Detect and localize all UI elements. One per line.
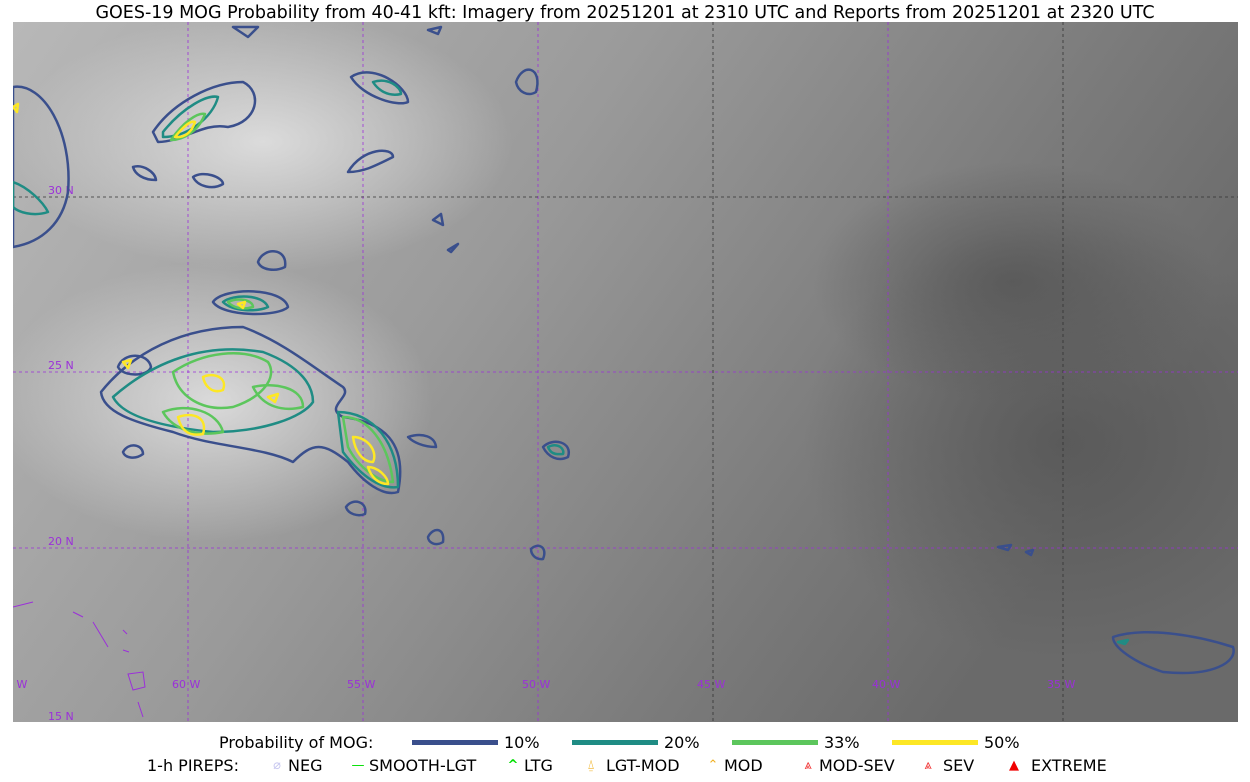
legend-label: SMOOTH-LGT: [369, 756, 477, 775]
double-caret-bar-icon: ⩓: [804, 758, 812, 773]
lon-label: 55 W: [347, 678, 375, 691]
figure-title: GOES-19 MOG Probability from 40-41 kft: …: [95, 3, 1155, 23]
legend-label: NEG: [288, 756, 323, 775]
neg-circle-icon: ⌀: [273, 758, 281, 773]
legend-item-ltg: ^ LTG: [502, 756, 553, 775]
lon-label: 45 W: [697, 678, 725, 691]
swatch-10-icon: [412, 740, 498, 745]
legend-item-33: 33%: [732, 733, 860, 752]
swatch-33-icon: [732, 740, 818, 745]
double-caret-icon: ⩓: [924, 758, 932, 773]
legend-label: EXTREME: [1031, 756, 1107, 775]
swatch-20-icon: [572, 740, 658, 745]
legend-item-20: 20%: [572, 733, 700, 752]
legend-item-neg: ⌀ NEG: [266, 756, 322, 775]
lon-label: 60 W: [172, 678, 200, 691]
lat-label: 20 N: [48, 535, 74, 548]
lon-label: 35 W: [1047, 678, 1075, 691]
graticule: [13, 22, 1238, 722]
legend-item-extreme: ▲ EXTREME: [1003, 756, 1107, 775]
lat-label: 30 N: [48, 184, 74, 197]
legend-item-50: 50%: [892, 733, 1020, 752]
pirep-legend: 1-h PIREPS: ⌀ NEG — SMOOTH-LGT ^ LTG ⍙ LGT-M…: [0, 756, 1250, 776]
mog-contours: [13, 25, 1235, 675]
legend-label: 50%: [984, 733, 1020, 752]
caret-bar-icon: ⌃: [707, 758, 719, 773]
legend-label: MOD: [724, 756, 763, 775]
legend-item-10: 10%: [412, 733, 540, 752]
legend-item-mod: ⌃ MOD: [702, 756, 763, 775]
legend-label: 10%: [504, 733, 540, 752]
satellite-map: 30 N 25 N 20 N 15 N 65 W 60 W 55 W 50 W …: [13, 22, 1238, 722]
legend-label: 20%: [664, 733, 700, 752]
probability-legend-label: Probability of MOG:: [219, 733, 374, 752]
swatch-50-icon: [892, 740, 978, 745]
lon-label: 65 W: [13, 678, 27, 691]
coastline-islands: [13, 601, 146, 718]
legend-label: SEV: [943, 756, 975, 775]
bright-cloud-region: [13, 262, 433, 542]
legend-item-mod-sev: ⩓ MOD-SEV: [797, 756, 895, 775]
lat-label: 25 N: [48, 359, 74, 372]
legend-item-sev: ⩓ SEV: [917, 756, 974, 775]
triangle-bar-icon: ⍙: [587, 758, 595, 773]
pirep-legend-label: 1-h PIREPS:: [147, 756, 239, 775]
lon-label: 40 W: [872, 678, 900, 691]
legend-label: 33%: [824, 733, 860, 752]
legend-label: MOD-SEV: [819, 756, 895, 775]
legend-label: LTG: [524, 756, 553, 775]
line-icon: —: [351, 758, 365, 773]
legend-label: LGT-MOD: [606, 756, 680, 775]
probability-legend: Probability of MOG: 10% 20% 33% 50%: [0, 733, 1250, 753]
filled-triangle-icon: ▲: [1009, 758, 1019, 773]
dark-moisture-region: [813, 162, 1213, 402]
caret-icon: ^: [507, 758, 519, 773]
legend-item-smooth-lgt: — SMOOTH-LGT: [347, 756, 477, 775]
lat-label: 15 N: [48, 710, 74, 722]
bright-cloud-region: [13, 22, 513, 272]
legend-item-lgt-mod: ⍙ LGT-MOD: [580, 756, 680, 775]
lon-label: 50 W: [522, 678, 550, 691]
